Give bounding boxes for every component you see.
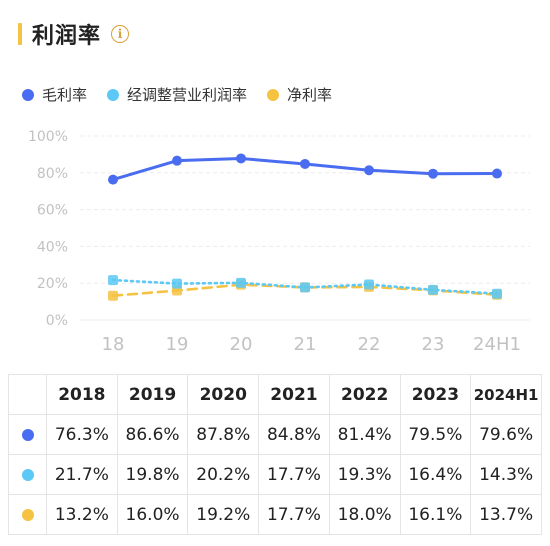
table-cell: 16.0% <box>116 494 189 535</box>
data-point-adjusted <box>236 277 246 288</box>
row-dot-adjusted <box>21 468 34 481</box>
table-row-net: 13.2% 16.0% 19.2% 17.7% 18.0% 16.1% 13.7% <box>8 494 542 535</box>
data-table: 2018 2019 2020 2021 2022 2023 2024H1 76.3% 86.6… <box>8 374 542 535</box>
table-header-cell: 2022 <box>328 374 401 415</box>
chart-legend: 毛利率 经调整营业利润率 净利率 <box>22 84 352 105</box>
table-cell: 16.1% <box>399 494 472 535</box>
data-point-gross <box>172 155 182 166</box>
row-indicator-cell <box>8 494 47 535</box>
chart-header: 利润率 i <box>18 18 130 50</box>
table-cell: 16.4% <box>399 454 472 495</box>
data-point-adjusted <box>364 279 374 290</box>
table-header-row: 2018 2019 2020 2021 2022 2023 2024H1 <box>8 374 542 415</box>
x-tick-label: 18 <box>102 334 125 355</box>
table-header-cell: 2023 <box>399 374 472 415</box>
x-tick-label: 24H1 <box>473 334 521 355</box>
table-corner-cell <box>8 374 47 415</box>
table-cell: 20.2% <box>187 454 260 495</box>
legend-label-adjusted: 经调整营业利润率 <box>127 86 248 104</box>
table-cell: 86.6% <box>116 414 189 455</box>
table-cell: 84.8% <box>258 414 330 455</box>
data-point-gross <box>364 165 374 176</box>
title-accent-bar <box>18 23 22 45</box>
legend-item-net[interactable]: 净利率 <box>267 84 332 105</box>
legend-dot-gross <box>22 88 34 101</box>
y-tick-label: 0% <box>46 313 68 329</box>
data-point-adjusted <box>108 275 118 286</box>
data-point-adjusted <box>428 284 438 295</box>
row-dot-gross <box>21 428 34 441</box>
line-chart: 0% 20% 40% 60% 80% 100% 18 19 20 21 22 23 24H1 <box>28 129 530 355</box>
table-cell: 79.6% <box>470 414 542 455</box>
row-dot-net <box>21 508 34 521</box>
y-tick-label: 100% <box>28 129 68 145</box>
table-row-gross: 76.3% 86.6% 87.8% 84.8% 81.4% 79.5% 79.6% <box>8 414 542 455</box>
table-cell: 14.3% <box>470 454 542 495</box>
table-cell: 21.7% <box>46 454 118 495</box>
x-tick-label: 20 <box>230 334 253 355</box>
row-indicator-cell <box>8 454 47 495</box>
data-point-gross <box>428 168 438 179</box>
row-indicator-cell <box>8 414 47 455</box>
y-tick-label: 40% <box>37 239 68 255</box>
x-tick-label: 23 <box>422 334 445 355</box>
table-cell: 76.3% <box>46 414 118 455</box>
table-cell: 17.7% <box>258 494 330 535</box>
table-body: 76.3% 86.6% 87.8% 84.8% 81.4% 79.5% 79.6% 21.7%… <box>8 414 542 535</box>
table-header-cell: 2024H1 <box>470 374 542 415</box>
table-cell: 13.2% <box>46 494 118 535</box>
table-cell: 79.5% <box>399 414 472 455</box>
table-header-cell: 2021 <box>258 374 330 415</box>
legend-dot-net <box>267 88 280 101</box>
data-point-gross <box>236 153 246 164</box>
table-cell: 19.8% <box>116 454 189 495</box>
data-point-gross <box>492 168 502 179</box>
y-tick-label: 60% <box>37 203 68 219</box>
table-cell: 19.2% <box>187 494 260 535</box>
table-header-cell: 2019 <box>116 374 189 415</box>
x-tick-label: 22 <box>358 334 381 355</box>
data-point-gross <box>300 158 310 169</box>
data-point-net <box>108 290 118 301</box>
data-point-gross <box>108 174 118 185</box>
chart-title: 利润率 <box>32 24 102 49</box>
table-cell: 13.7% <box>470 494 542 535</box>
legend-item-adjusted[interactable]: 经调整营业利润率 <box>107 84 247 105</box>
data-point-adjusted <box>492 288 502 299</box>
x-tick-label: 21 <box>294 334 317 355</box>
table-cell: 17.7% <box>258 454 330 495</box>
table-cell: 19.3% <box>328 454 401 495</box>
table-cell: 87.8% <box>187 414 260 455</box>
table-row-adjusted: 21.7% 19.8% 20.2% 17.7% 19.3% 16.4% 14.3% <box>8 454 542 495</box>
data-point-adjusted <box>172 278 182 289</box>
x-tick-label: 19 <box>166 334 189 355</box>
data-point-adjusted <box>300 282 310 293</box>
table-cell: 81.4% <box>328 414 401 455</box>
info-icon[interactable]: i <box>111 25 130 43</box>
legend-dot-adjusted <box>107 88 120 101</box>
legend-label-gross: 毛利率 <box>42 86 88 104</box>
y-tick-label: 20% <box>37 276 68 292</box>
table-cell: 18.0% <box>328 494 401 535</box>
y-tick-label: 80% <box>37 166 68 182</box>
legend-item-gross[interactable]: 毛利率 <box>22 84 87 105</box>
legend-label-net: 净利率 <box>287 86 333 104</box>
table-header-cell: 2020 <box>187 374 260 415</box>
table-header-cell: 2018 <box>46 374 118 415</box>
